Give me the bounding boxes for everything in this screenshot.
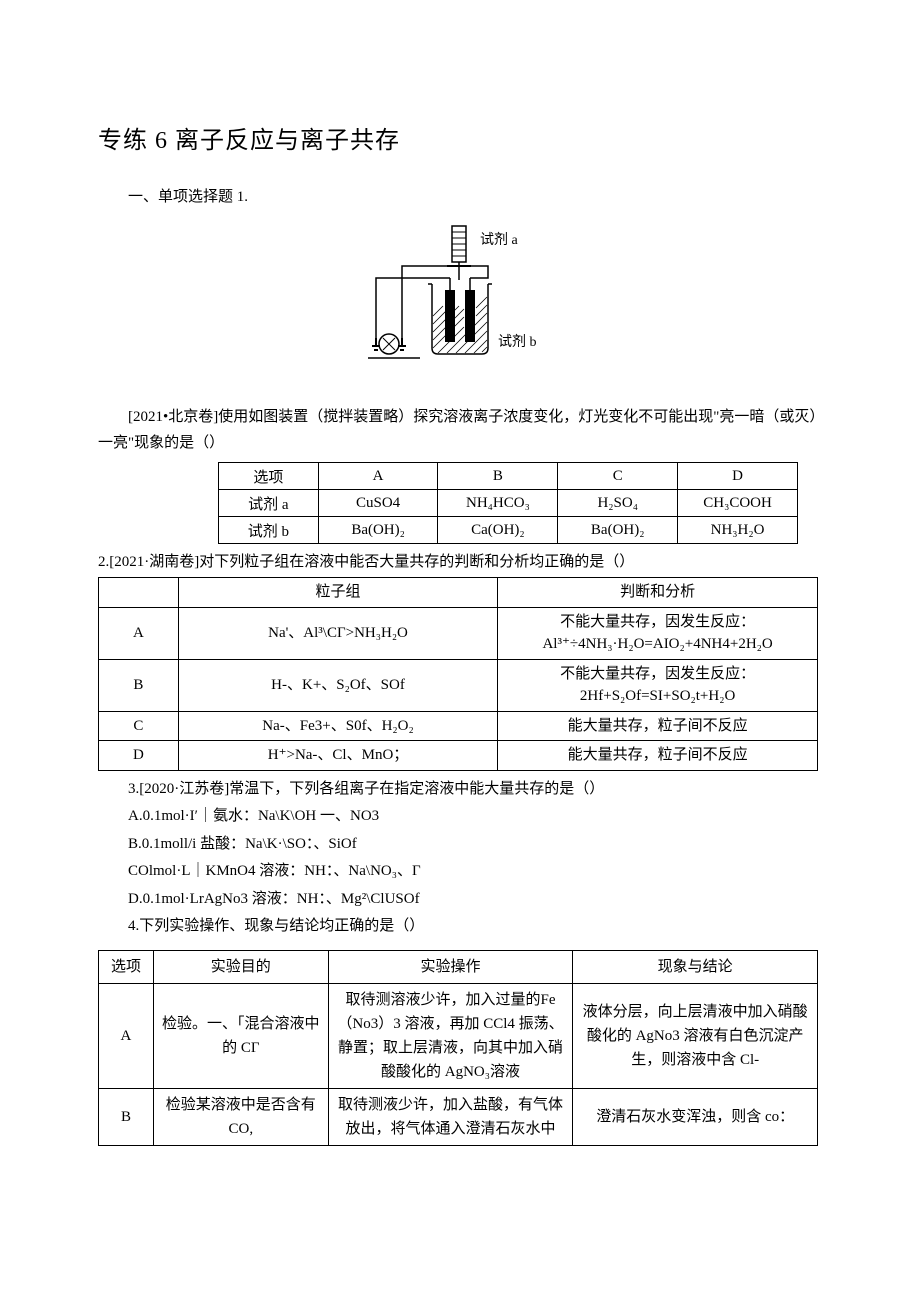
cell: 试剂 a [219, 490, 319, 517]
cell: 能大量共存，粒子间不反应 [498, 711, 818, 741]
q1-table: 选项 A B C D 试剂 a CuSO4 NH₄HCO₃ H₂SO₄ CH₃C… [218, 462, 798, 544]
cell: 实验操作 [328, 950, 573, 983]
apparatus-diagram: 试剂 a [98, 220, 822, 385]
cell: D [678, 463, 798, 490]
cell: 取待测溶液少许，加入过量的Fe（No3）3 溶液，再加 CCl4 振荡、静置；取… [328, 983, 573, 1088]
q3-opt-a: A.0.1mol·I′｜氨水：Na\K\OH 一、NO3 [98, 804, 822, 830]
table-row: D H⁺>Na-、Cl、MnO； 能大量共存，粒子间不反应 [99, 741, 818, 771]
cell: B [438, 463, 558, 490]
cell: D [99, 741, 179, 771]
cell: Na-、Fe3+、S0f、H₂O₂ [178, 711, 497, 741]
cell: A [318, 463, 438, 490]
q4-table: 选项 实验目的 实验操作 现象与结论 A 检验。一、「混合溶液中的 CΓ 取待测… [98, 950, 818, 1146]
cell: 选项 [219, 463, 319, 490]
q3-text: 3.[2020·江苏卷]常温下，下列各组离子在指定溶液中能大量共存的是（） [98, 777, 822, 803]
q3-opt-c: COlmol·L｜KMnO4 溶液：NH：、Na\NO₃、Γ [98, 859, 822, 885]
table-row: 试剂 a CuSO4 NH₄HCO₃ H₂SO₄ CH₃COOH [219, 490, 798, 517]
cell: NH₃H₂O [678, 517, 798, 544]
cell: H₂SO₄ [558, 490, 678, 517]
cell: 液体分层，向上层清液中加入硝酸酸化的 AgNo3 溶液有白色沉淀产生，则溶液中含… [573, 983, 818, 1088]
cell: B [99, 659, 179, 711]
cell: C [99, 711, 179, 741]
section-heading: 一、单项选择题 1. [98, 185, 822, 206]
cell [99, 578, 179, 608]
table-row: B H-、K+、S₂Of、SOf 不能大量共存，因发生反应： 2Hf+S₂Of=… [99, 659, 818, 711]
q1-text: [2021•北京卷]使用如图装置（搅拌装置略）探究溶液离子浓度变化，灯光变化不可… [98, 405, 822, 456]
cell: A [99, 607, 179, 659]
cell: CuSO4 [318, 490, 438, 517]
table-row: B 检验某溶液中是否含有 CO, 取待测液少许，加入盐酸，有气体放出，将气体通入… [99, 1088, 818, 1145]
cell: 不能大量共存，因发生反应： Al³⁺÷4NH₃·H₂O=AIO₂+4NH4+2H… [498, 607, 818, 659]
cell: 实验目的 [153, 950, 328, 983]
cell: Ca(OH)₂ [438, 517, 558, 544]
cell: 取待测液少许，加入盐酸，有气体放出，将气体通入澄清石灰水中 [328, 1088, 573, 1145]
cell: 能大量共存，粒子间不反应 [498, 741, 818, 771]
cell: H-、K+、S₂Of、SOf [178, 659, 497, 711]
cell: Ba(OH)₂ [558, 517, 678, 544]
q3-opt-d: D.0.1mol·LrAgNo3 溶液：NH：、Mg²\ClUSOf [98, 887, 822, 913]
cell: 选项 [99, 950, 154, 983]
cell: Ba(OH)₂ [318, 517, 438, 544]
cell: 不能大量共存，因发生反应： 2Hf+S₂Of=SI+SO₂t+H₂O [498, 659, 818, 711]
cell: 检验。一、「混合溶液中的 CΓ [153, 983, 328, 1088]
cell: C [558, 463, 678, 490]
cell: H⁺>Na-、Cl、MnO； [178, 741, 497, 771]
table-row: 选项 实验目的 实验操作 现象与结论 [99, 950, 818, 983]
q4-text: 4.下列实验操作、现象与结论均正确的是（） [98, 914, 822, 940]
q2-text: 2.[2021·湖南卷]对下列粒子组在溶液中能否大量共存的判断和分析均正确的是（… [98, 550, 822, 571]
table-row: 粒子组 判断和分析 [99, 578, 818, 608]
cell: 现象与结论 [573, 950, 818, 983]
table-row: 试剂 b Ba(OH)₂ Ca(OH)₂ Ba(OH)₂ NH₃H₂O [219, 517, 798, 544]
table-row: A 检验。一、「混合溶液中的 CΓ 取待测溶液少许，加入过量的Fe（No3）3 … [99, 983, 818, 1088]
table-row: 选项 A B C D [219, 463, 798, 490]
cell: B [99, 1088, 154, 1145]
cell: CH₃COOH [678, 490, 798, 517]
cell: 试剂 b [219, 517, 319, 544]
label-reagent-b: 试剂 b [498, 334, 537, 350]
q3-opt-b: B.0.1moll/i 盐酸：Na\K·\SO：、SiOf [98, 832, 822, 858]
cell: 粒子组 [178, 578, 497, 608]
cell: 澄清石灰水变浑浊，则含 co： [573, 1088, 818, 1145]
q2-table: 粒子组 判断和分析 A Na'、Al³\CΓ>NH₃H₂O 不能大量共存，因发生… [98, 577, 818, 771]
cell: 判断和分析 [498, 578, 818, 608]
label-reagent-a: 试剂 a [480, 232, 518, 248]
table-row: A Na'、Al³\CΓ>NH₃H₂O 不能大量共存，因发生反应： Al³⁺÷4… [99, 607, 818, 659]
page-title: 专练 6 离子反应与离子共存 [98, 120, 822, 155]
cell: NH₄HCO₃ [438, 490, 558, 517]
cell: 检验某溶液中是否含有 CO, [153, 1088, 328, 1145]
table-row: C Na-、Fe3+、S0f、H₂O₂ 能大量共存，粒子间不反应 [99, 711, 818, 741]
cell: A [99, 983, 154, 1088]
cell: Na'、Al³\CΓ>NH₃H₂O [178, 607, 497, 659]
